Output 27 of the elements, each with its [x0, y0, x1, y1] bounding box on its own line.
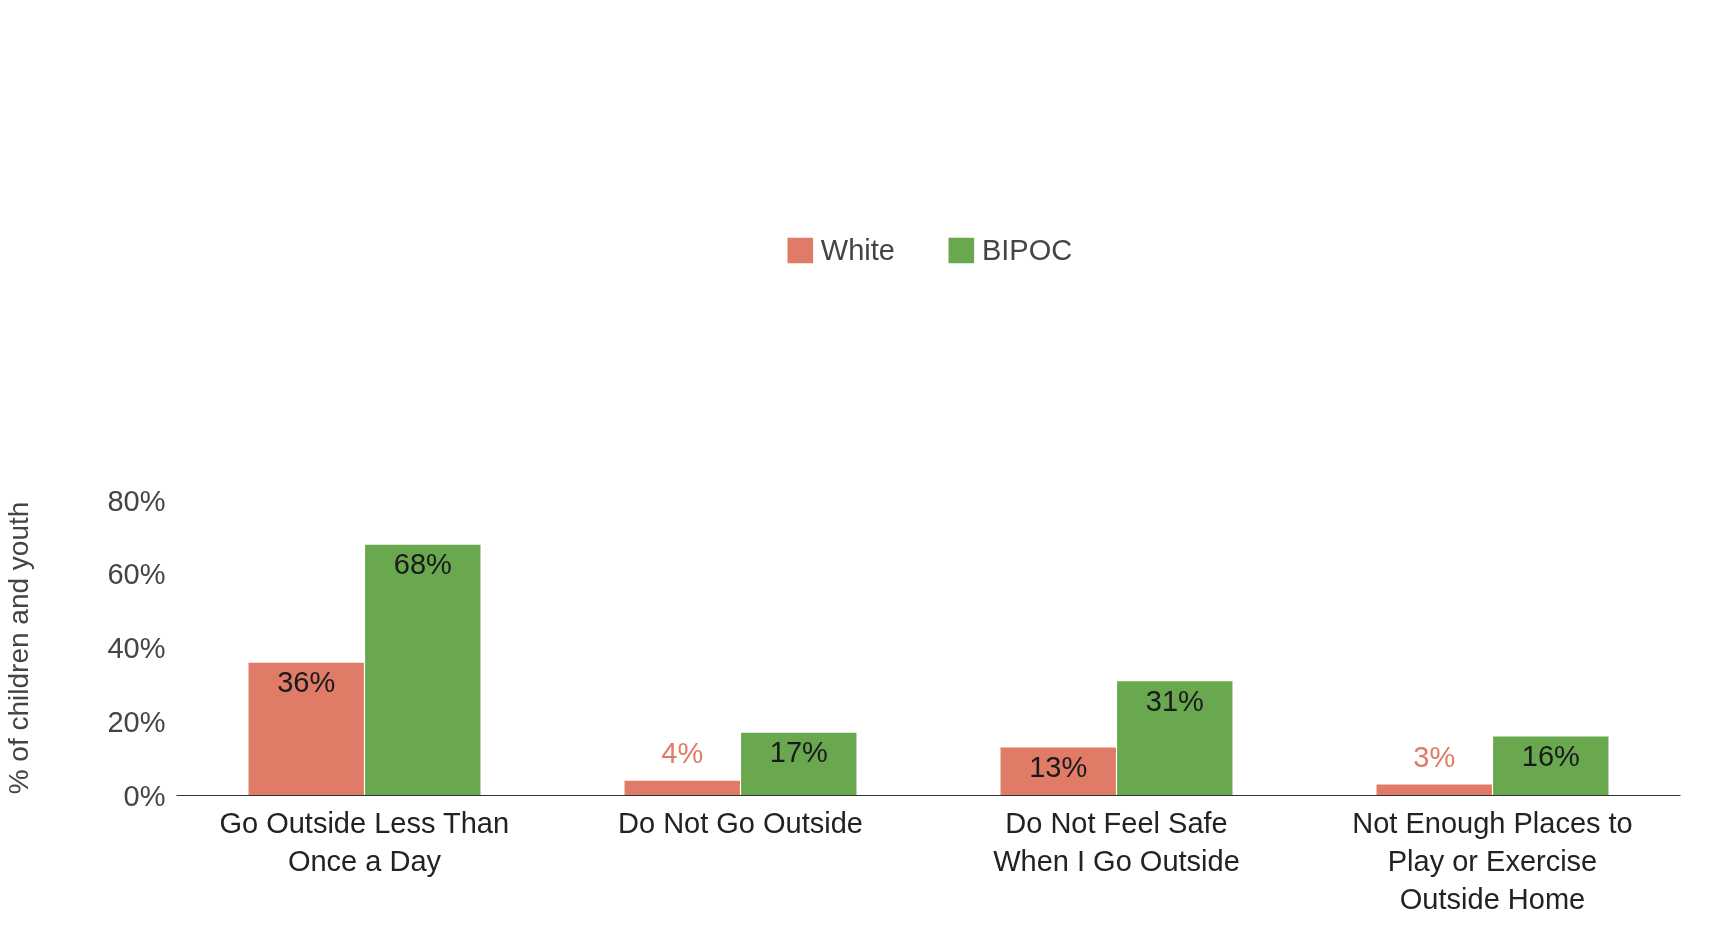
y-tick-label: 20%: [107, 705, 166, 738]
data-label: 17%: [769, 736, 828, 769]
data-label: 68%: [393, 548, 452, 581]
data-label: 36%: [277, 666, 336, 699]
bar: [365, 544, 481, 796]
y-tick-label: 0%: [123, 779, 166, 812]
data-label: 4%: [661, 736, 704, 769]
data-label: 3%: [1413, 740, 1456, 773]
legend-label: BIPOC: [981, 233, 1073, 267]
legend-label: White: [820, 233, 895, 267]
y-tick-label: 40%: [107, 632, 166, 664]
bar: [248, 662, 364, 796]
bar: [741, 732, 857, 796]
y-tick-label: 80%: [107, 484, 166, 517]
data-label: 31%: [1145, 684, 1204, 717]
bar: [624, 780, 740, 796]
y-axis-title: % of children and youth: [3, 501, 35, 795]
y-tick-label: 60%: [107, 558, 166, 591]
x-tick-label: Go Outside Less Than Once a Day: [219, 806, 510, 877]
bar: [1493, 736, 1609, 796]
data-label: 13%: [1029, 751, 1088, 784]
x-tick-label: Do Not Go Outside: [618, 806, 863, 839]
x-tick-label: Do Not Feel Safe When I Go Outside: [993, 806, 1240, 877]
data-label: 16%: [1521, 740, 1580, 773]
bar: [1376, 784, 1492, 796]
bar: [1117, 681, 1233, 796]
x-tick-label: Not Enough Places to Play or Exercise Outside Home: [1352, 806, 1633, 916]
